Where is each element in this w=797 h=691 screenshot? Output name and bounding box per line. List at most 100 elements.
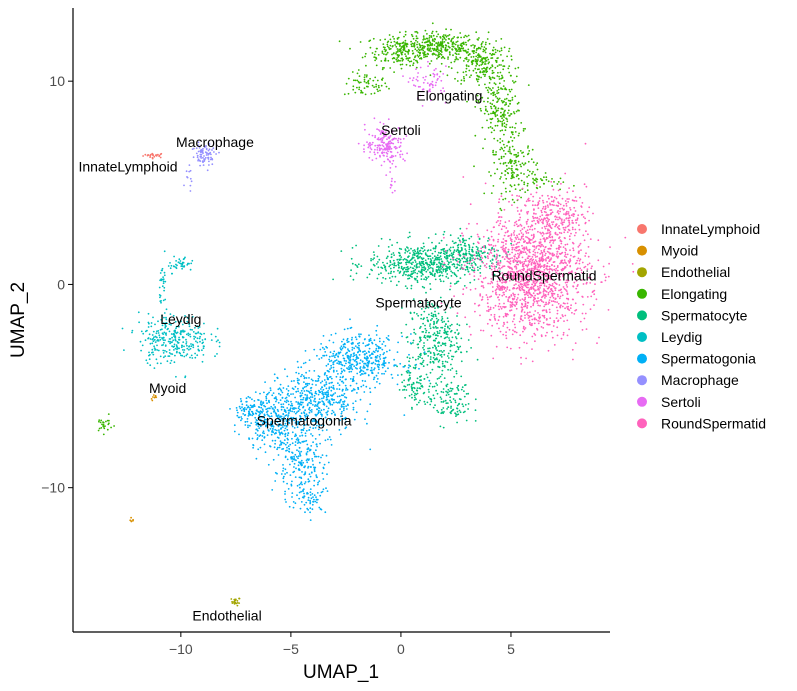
point [410,386,413,388]
point [432,269,434,271]
point [436,327,439,329]
point [493,129,496,132]
point [556,309,559,312]
point [428,336,431,339]
point [306,382,309,385]
point [296,484,299,487]
point [523,311,526,314]
point [421,105,424,107]
point [327,407,330,410]
point [369,391,372,394]
point [499,162,502,165]
point [532,181,535,184]
point [393,264,396,267]
point [284,468,287,471]
point [381,141,384,144]
point [367,82,370,84]
point [419,382,422,385]
point [277,454,280,456]
point [511,160,513,162]
point [585,230,587,233]
point [415,252,418,255]
point [439,252,442,255]
point [457,53,460,55]
point [367,146,370,149]
point [138,321,141,324]
point [440,319,443,322]
point [356,346,359,349]
point [513,137,516,139]
point [440,53,443,56]
point [376,378,379,380]
point [132,519,134,522]
point [110,426,112,429]
point [435,315,437,317]
point [569,216,571,219]
point [355,411,358,414]
point [421,285,424,288]
point [276,448,278,451]
point [475,55,478,58]
point [330,377,333,380]
point [261,435,264,437]
point [160,279,163,282]
point [478,37,480,39]
point [402,274,404,277]
point [504,153,507,155]
point [431,30,434,33]
point [360,385,363,388]
point [472,44,474,46]
point [501,107,503,110]
point [186,344,188,347]
point [476,38,479,41]
point [489,267,491,270]
point [588,262,591,265]
point [202,347,205,350]
point [500,246,503,249]
point [432,356,435,359]
point [449,324,452,327]
point [444,250,447,252]
point [130,516,133,519]
point [354,336,357,339]
point [476,74,479,77]
point [467,34,470,37]
point [463,77,465,80]
point [329,351,332,354]
point [383,372,385,375]
point [472,55,475,58]
point [361,360,364,363]
point [504,114,506,116]
point [168,355,171,357]
point [500,192,503,195]
point [383,364,385,366]
point [401,381,404,384]
point [275,429,278,432]
point [455,275,458,278]
point [405,370,408,373]
point [159,355,162,358]
point [463,390,465,392]
point [423,269,426,272]
point [465,286,468,289]
point [304,361,307,364]
point [319,348,322,351]
point [311,493,314,495]
point [332,369,335,372]
point [396,383,399,386]
point [455,342,458,344]
point [456,257,458,260]
point [426,316,428,319]
point [397,263,400,266]
point [436,330,439,333]
point [499,71,502,74]
point [450,252,453,255]
point [325,354,328,357]
point [371,352,373,355]
point [463,43,465,46]
point [415,255,418,258]
point [484,105,487,108]
point [431,47,434,50]
point [436,392,439,395]
point [190,262,193,265]
